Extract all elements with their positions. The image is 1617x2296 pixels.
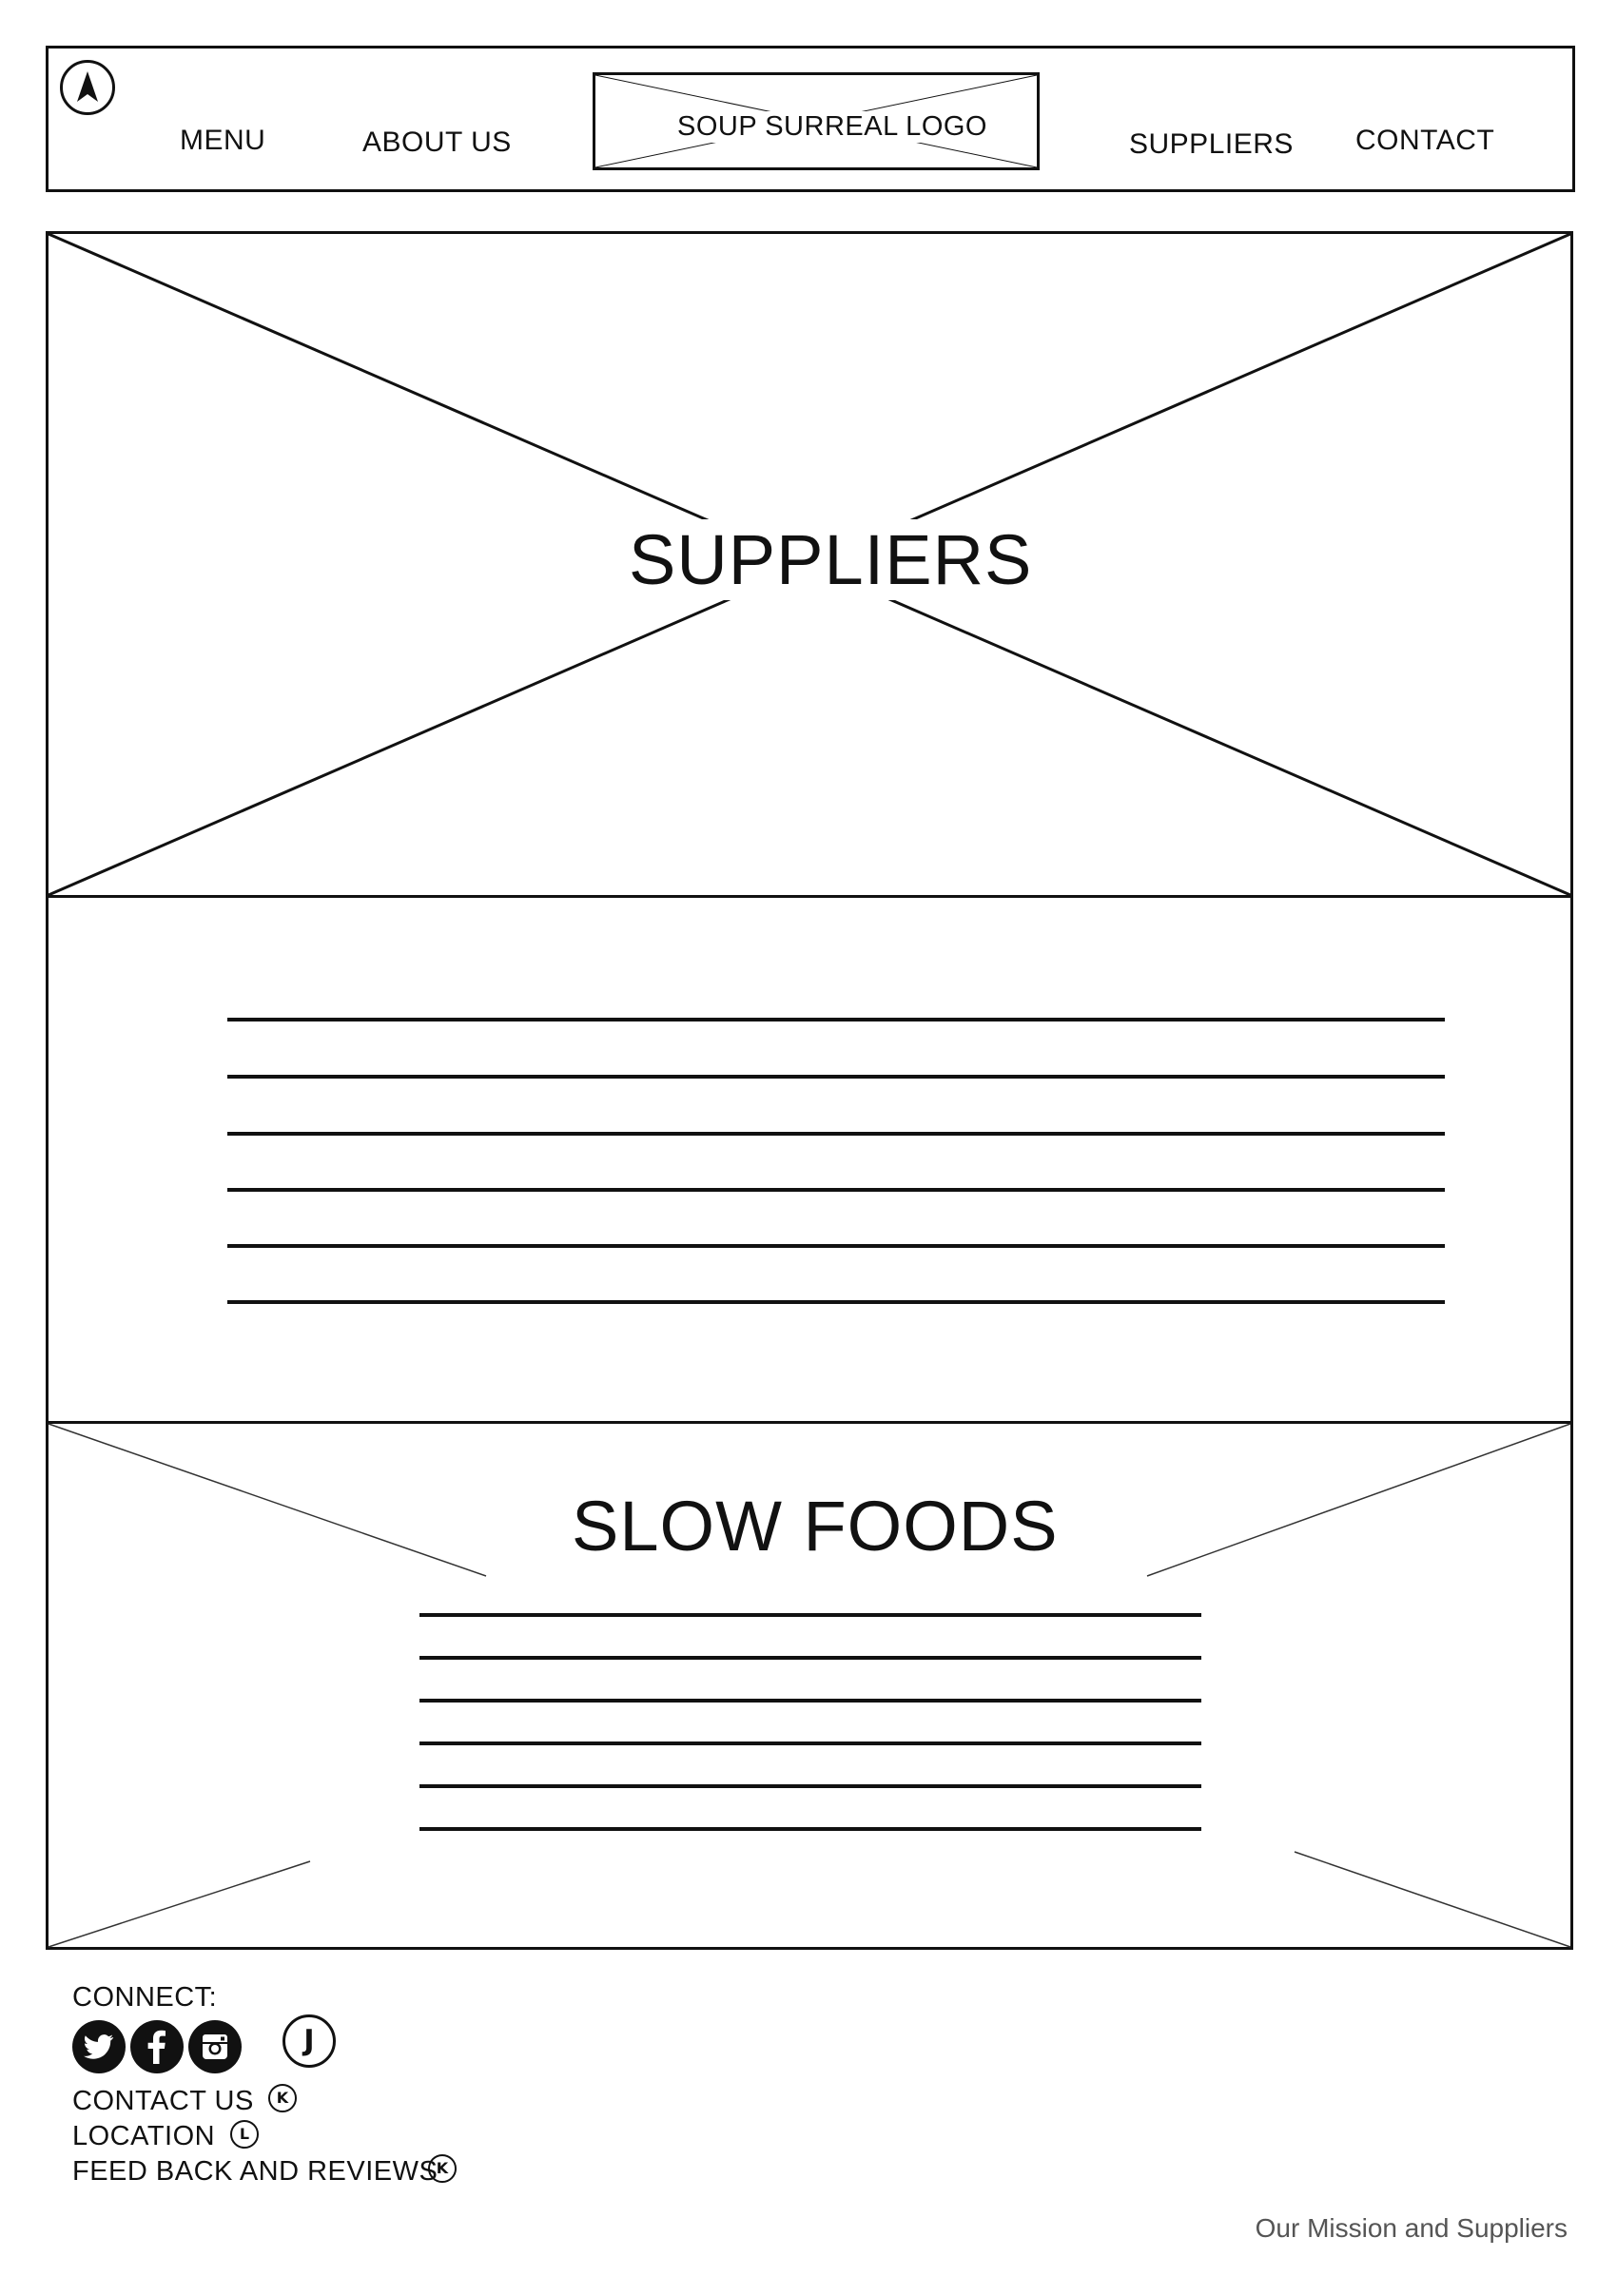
twitter-icon[interactable] [72,2020,126,2073]
logo-label: SOUP SURREAL LOGO [673,111,991,143]
text-placeholder-line [227,1244,1445,1248]
annotation-marker-a: A [60,60,115,115]
hero-title: SUPPLIERS [602,519,1060,600]
text-placeholder-line [227,1018,1445,1022]
page-caption: Our Mission and Suppliers [1255,2213,1568,2243]
text-placeholder-line [227,1300,1445,1304]
site-header: A MENU ABOUT US SOUP SURREAL LOGO SUPPLI… [46,46,1575,192]
text-placeholder-line [419,1613,1201,1617]
text-placeholder-line [419,1784,1201,1788]
slow-foods-placeholder-cross [48,1423,1571,1948]
logo-placeholder[interactable]: SOUP SURREAL LOGO [593,72,1040,170]
annotation-marker-k-feedback: K [428,2154,457,2183]
footer-contact-us-link[interactable]: CONTACT US [72,2086,254,2116]
annotation-marker-j: J [282,2014,336,2068]
facebook-icon[interactable] [130,2020,184,2073]
instagram-icon[interactable] [188,2020,242,2073]
nav-about-link[interactable]: ABOUT US [362,126,512,158]
slow-foods-section: SLOW FOODS [46,1421,1573,1950]
slow-foods-title: SLOW FOODS [553,1486,1078,1566]
annotation-marker-l: L [230,2120,259,2149]
text-placeholder-line [419,1741,1201,1745]
intro-text-section [46,895,1573,1424]
footer-feedback-link[interactable]: FEED BACK AND REVIEWS [72,2156,438,2187]
nav-suppliers-link[interactable]: SUPPLIERS [1129,128,1294,160]
text-placeholder-line [227,1075,1445,1079]
text-placeholder-line [419,1827,1201,1831]
hero-image-placeholder: SUPPLIERS [46,231,1573,898]
nav-contact-link[interactable]: CONTACT [1355,125,1495,156]
connect-label: CONNECT: [72,1982,218,2013]
text-placeholder-line [227,1132,1445,1136]
text-placeholder-line [227,1188,1445,1192]
nav-menu-link[interactable]: MENU [180,125,266,156]
footer-location-link[interactable]: LOCATION [72,2121,216,2151]
annotation-marker-k: K [268,2084,297,2112]
text-placeholder-line [419,1699,1201,1703]
site-footer: CONNECT: J CONTACT US K LOCATION L FEED … [0,1959,1617,2296]
text-placeholder-line [419,1656,1201,1660]
